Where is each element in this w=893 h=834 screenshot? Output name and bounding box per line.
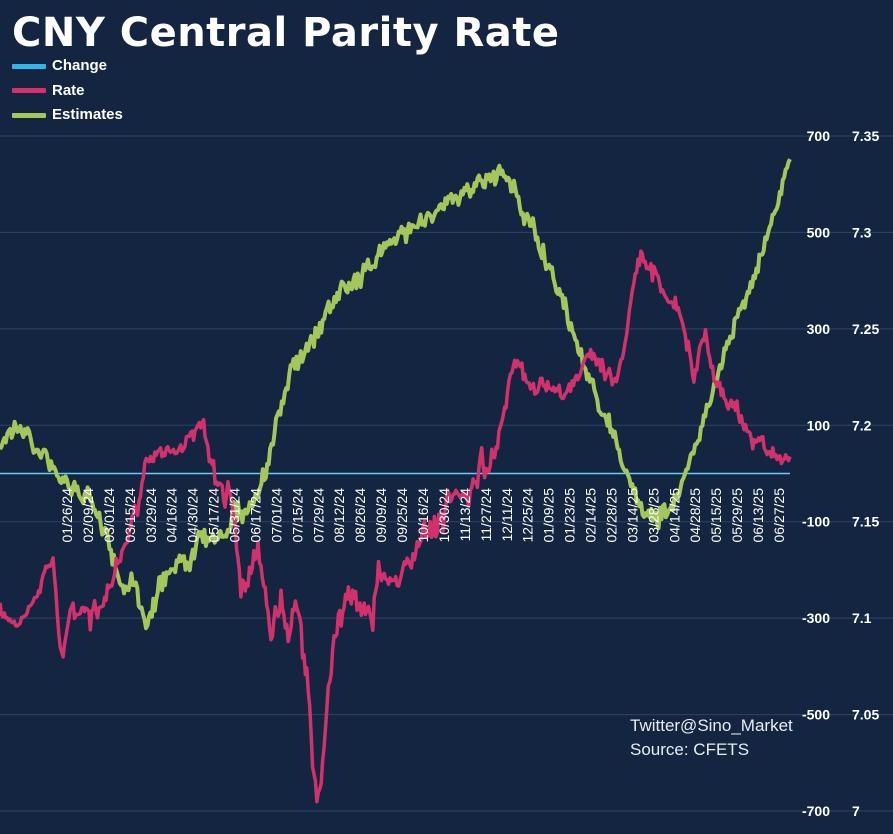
series-lines [0, 158, 792, 804]
legend-label-rate: Rate [52, 81, 85, 99]
right-tick-label: 7.15 [852, 514, 879, 530]
x-tick-label: 03/01/24 [101, 488, 117, 543]
credit: Twitter@Sino_Market Source: CFETS [630, 714, 820, 762]
x-tick-label: 02/14/25 [583, 488, 599, 543]
x-tick-label: 08/26/24 [352, 488, 368, 543]
right-tick-label: 7.05 [852, 707, 879, 723]
left-tick-label: -500 [802, 707, 830, 723]
x-tick-label: 04/30/24 [185, 488, 201, 543]
x-tick-label: 02/28/25 [603, 488, 619, 543]
x-tick-label: 03/14/25 [624, 488, 640, 543]
left-tick-label: 700 [807, 128, 831, 144]
credit-source: Source: CFETS [630, 740, 750, 759]
x-tick-label: 05/17/24 [206, 488, 222, 543]
x-axis-ticks: 01/26/24 02/09/24 03/01/24 03/15/24 03/29/24… [59, 488, 787, 543]
right-axis-ticks: 7.35 7.3 7.25 7.2 7.15 7.1 7.05 7 [852, 128, 879, 819]
x-tick-label: 11/13/24 [457, 488, 473, 542]
right-tick-label: 7.2 [852, 417, 872, 433]
x-tick-label: 04/14/25 [666, 488, 682, 543]
legend-label-estimates: Estimates [52, 106, 123, 123]
left-tick-label: -100 [802, 514, 830, 530]
x-tick-label: 12/11/24 [499, 488, 515, 542]
legend: Change Rate Estimates [12, 57, 123, 131]
x-tick-label: 03/15/24 [122, 488, 138, 543]
chart-title: CNY Central Parity Rate [12, 10, 560, 56]
legend-swatch-estimates [12, 112, 46, 118]
x-tick-label: 06/13/25 [750, 488, 766, 543]
x-tick-label: 04/28/25 [687, 488, 703, 543]
right-tick-label: 7 [852, 803, 860, 819]
right-tick-label: 7.3 [852, 224, 872, 240]
x-tick-label: 10/30/24 [436, 488, 452, 543]
x-tick-label: 07/15/24 [289, 488, 305, 543]
left-tick-label: 100 [807, 417, 831, 433]
right-tick-label: 7.35 [852, 128, 879, 144]
legend-item-rate: Rate [12, 82, 123, 107]
x-tick-label: 07/01/24 [268, 488, 284, 543]
x-tick-label: 02/09/24 [80, 488, 96, 543]
legend-item-estimates: Estimates [12, 106, 123, 131]
x-tick-label: 04/16/24 [164, 488, 180, 543]
left-axis-ticks: 700 500 300 100 -100 -300 -500 -700 [802, 128, 830, 819]
x-tick-label: 08/12/24 [331, 488, 347, 543]
x-tick-label: 06/17/24 [247, 488, 263, 543]
x-tick-label: 07/29/24 [310, 488, 326, 543]
x-tick-label: 09/25/24 [394, 488, 410, 543]
x-tick-label: 01/26/24 [59, 488, 75, 543]
x-tick-label: 10/16/24 [415, 488, 431, 543]
x-tick-label: 11/27/24 [478, 488, 494, 542]
x-tick-label: 05/29/25 [729, 488, 745, 543]
x-tick-label: 12/25/24 [520, 488, 536, 543]
left-tick-label: -700 [802, 803, 830, 819]
left-tick-label: -300 [802, 610, 830, 626]
series-line-rate [0, 249, 792, 804]
legend-label-change: Change [52, 57, 108, 74]
right-tick-label: 7.1 [852, 610, 872, 626]
x-tick-label: 01/09/25 [541, 488, 557, 543]
x-tick-label: 01/23/25 [562, 488, 578, 543]
legend-swatch-change [12, 63, 46, 69]
left-tick-label: 300 [807, 321, 831, 337]
x-tick-label: 09/09/24 [373, 488, 389, 543]
x-tick-label: 03/28/25 [645, 488, 661, 543]
legend-item-change: Change [12, 57, 123, 82]
right-tick-label: 7.25 [852, 321, 879, 337]
left-tick-label: 500 [807, 224, 831, 240]
x-tick-label: 06/27/25 [771, 488, 787, 543]
x-tick-label: 05/15/25 [708, 488, 724, 543]
series-line-estimates [0, 158, 792, 631]
legend-swatch-rate [12, 88, 46, 94]
credit-twitter: Twitter@Sino_Market [630, 716, 793, 735]
x-tick-label: 05/31/24 [227, 488, 243, 543]
x-tick-label: 03/29/24 [143, 488, 159, 543]
